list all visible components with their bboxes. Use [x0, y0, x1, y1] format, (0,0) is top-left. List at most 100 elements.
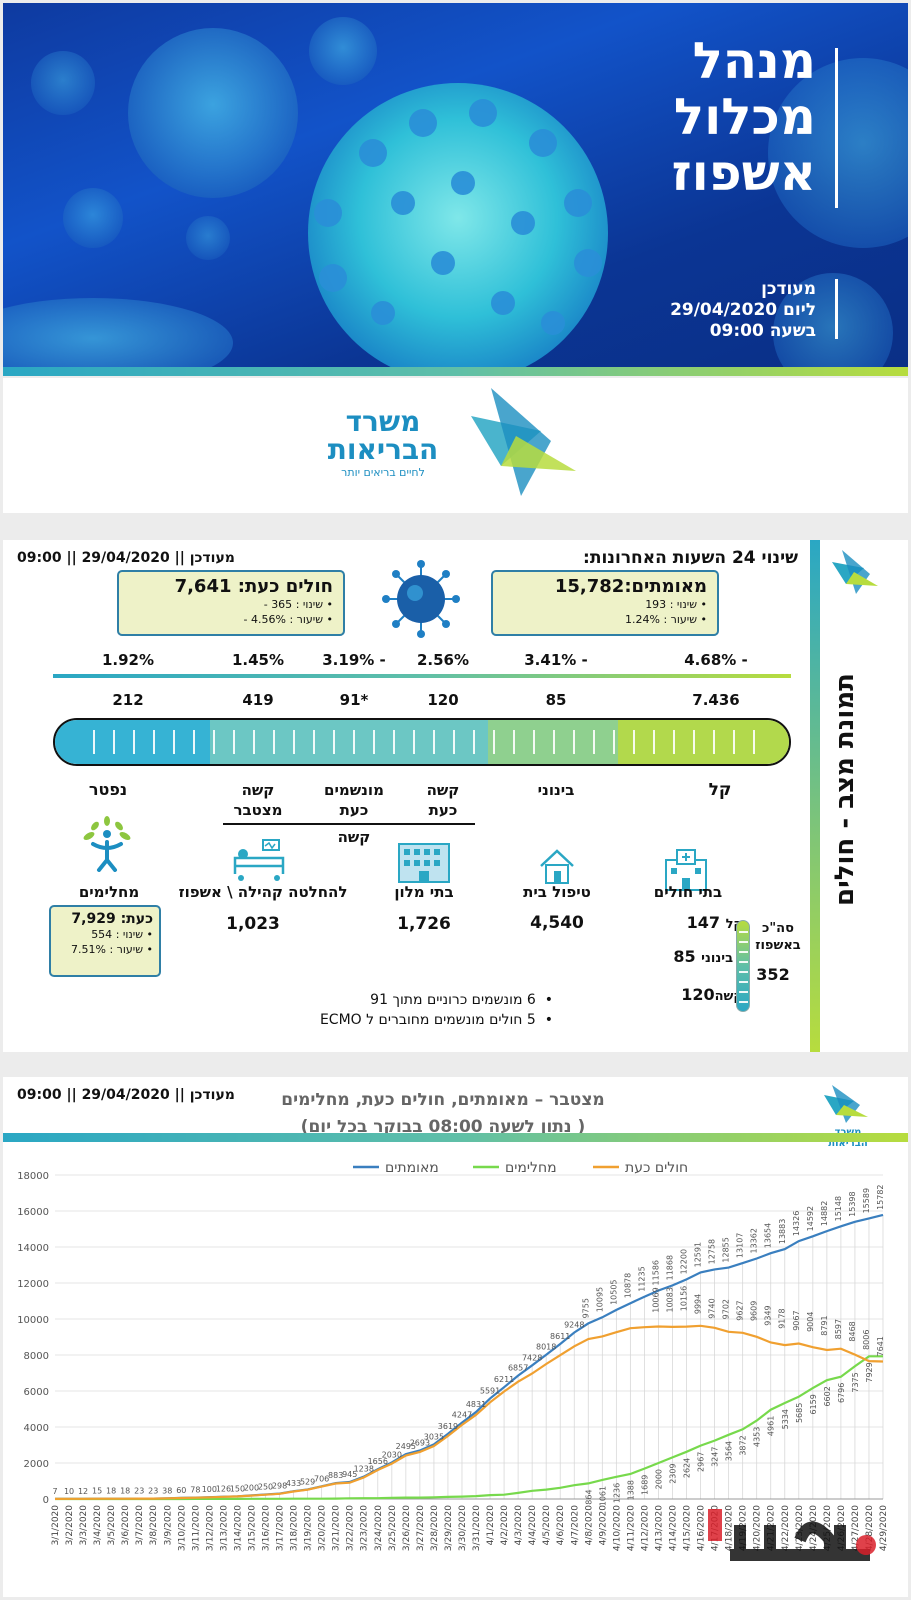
severity-severe-cum: קשה מצטבר: [233, 781, 283, 819]
label-recovered: 3564: [725, 1441, 734, 1461]
x-tick-label: 4/18/2020: [725, 1505, 735, 1551]
label-active: 9702: [722, 1299, 731, 1319]
label-confirmed: 15: [92, 1487, 102, 1496]
label-confirmed: 13654: [764, 1223, 773, 1248]
ministry-logo-panel: משרד הבריאות לחיים בריאים יותר: [3, 378, 908, 513]
label-confirmed: 250: [258, 1483, 273, 1492]
side-accent-line: [810, 540, 820, 1052]
label-confirmed: 2693: [410, 1439, 430, 1448]
count-severe-cum: 419: [242, 691, 274, 709]
x-tick-label: 3/25/2020: [388, 1505, 398, 1551]
line-chart: 0 2000 4000 6000 8000 10000 12000 14000 16000 180…: [17, 1160, 889, 1551]
x-tick-label: 3/4/2020: [93, 1505, 103, 1546]
x-tick-label: 4/7/2020: [570, 1505, 580, 1546]
hotels-value: 1,726: [397, 914, 451, 934]
label-confirmed: 18: [106, 1487, 116, 1496]
label-recovered: 6159: [809, 1394, 818, 1414]
x-tick-label: 4/14/2020: [668, 1505, 678, 1551]
label-confirmed: 60: [176, 1486, 186, 1495]
chart-updated: מעודכן || 29/04/2020 || 09:00: [17, 1087, 235, 1103]
recovered-person-icon: [83, 816, 131, 872]
x-tick-label: 3/27/2020: [416, 1505, 426, 1551]
home-care-value: 4,540: [530, 913, 584, 933]
label-confirmed: 10878: [623, 1273, 632, 1298]
label-active: 9349: [764, 1305, 773, 1325]
virus-background: [3, 17, 908, 367]
label-confirmed: 9755: [581, 1298, 590, 1318]
label-recovered: 1689: [640, 1475, 649, 1495]
x-tick-label: 4/12/2020: [640, 1505, 650, 1551]
severity-mild: קל: [708, 780, 732, 800]
label-confirmed: 4831: [466, 1400, 486, 1409]
label-recovered: 7375: [851, 1372, 860, 1392]
y-tick-label: 10000: [17, 1315, 49, 1326]
header-title: מנהל מכלול אשפוז: [672, 33, 816, 201]
x-tick-label: 4/1/2020: [486, 1505, 496, 1546]
label-confirmed: 10095: [595, 1287, 604, 1312]
hotel-icon: [398, 843, 450, 883]
label-confirmed: 14882: [820, 1201, 829, 1226]
y-tick-label: 2000: [24, 1459, 49, 1470]
pct-mild: 4.68% -: [684, 651, 748, 669]
pct-severe-cum: 1.45%: [231, 651, 285, 669]
label-confirmed: 11868: [665, 1255, 674, 1280]
count-ventilated: 91*: [339, 691, 369, 709]
hospital-bed-icon: [233, 839, 285, 881]
x-tick-label: 3/28/2020: [430, 1505, 440, 1551]
note-2: • 5 חולים מונשמים מחוברים ל ECMO: [319, 1012, 553, 1028]
label-recovered: 3872: [739, 1435, 748, 1455]
label-active: 10069: [651, 1287, 660, 1312]
x-tick-label: 4/16/2020: [697, 1505, 707, 1551]
count-severe-now: 120: [427, 691, 459, 709]
label-active: 9609: [750, 1301, 759, 1321]
label-confirmed: 11586: [651, 1260, 660, 1285]
severe-group-line: [223, 823, 475, 825]
label-confirmed: 2495: [396, 1442, 416, 1451]
label-recovered: 5685: [795, 1403, 804, 1423]
severity-ventilated: מונשמים כעת: [324, 781, 384, 819]
ministry-chart-logo-icon: [824, 1085, 868, 1123]
x-tick-label: 3/24/2020: [374, 1505, 384, 1551]
y-tick-label: 8000: [24, 1351, 49, 1362]
label-confirmed: 13362: [750, 1228, 759, 1253]
x-tick-label: 3/23/2020: [360, 1505, 370, 1551]
note-1: • 6 מונשמים כרוניים מתוך 91: [370, 992, 553, 1008]
label-recovered: 2624: [683, 1458, 692, 1478]
chart-stripe: [3, 1133, 908, 1142]
x-tick-label: 4/3/2020: [514, 1505, 524, 1546]
x-tick-label: 3/31/2020: [472, 1505, 482, 1551]
label-recovered: 2309: [668, 1463, 677, 1483]
y-tick-label: 6000: [24, 1387, 49, 1398]
series-confirmed: [54, 1213, 884, 1500]
x-tick-label: 3/12/2020: [205, 1505, 215, 1551]
label-confirmed: 7: [52, 1487, 57, 1496]
virus-icon: [382, 560, 460, 638]
label-confirmed: 10505: [609, 1279, 618, 1304]
x-tick-label: 3/30/2020: [458, 1505, 468, 1551]
x-tick-label: 4/20/2020: [753, 1505, 763, 1551]
pct-ventilated: 3.19% -: [322, 651, 386, 669]
severity-severe-now: קשה כעת: [426, 781, 460, 819]
label-confirmed: 4247: [452, 1411, 472, 1420]
hospitals-label: בתי חולים: [653, 883, 723, 901]
change-title: שינוי 24 השעות האחרונות:: [583, 548, 798, 568]
label-confirmed: 12591: [694, 1242, 703, 1267]
y-tick-label: 4000: [24, 1423, 49, 1434]
x-tick-label: 3/29/2020: [444, 1505, 454, 1551]
label-active: 10156: [680, 1286, 689, 1311]
x-tick-label: 3/13/2020: [219, 1505, 229, 1551]
header-divider-2: [835, 279, 838, 339]
label-confirmed: 126: [216, 1485, 231, 1494]
hosp-total: 352: [756, 965, 790, 984]
x-tick-label: 3/26/2020: [402, 1505, 412, 1551]
x-tick-label: 4/5/2020: [542, 1505, 552, 1546]
severity-moderate: בינוני: [537, 781, 575, 799]
header-banner: מנהל מכלול אשפוז מעודכן ליום 29/04/2020 …: [3, 3, 908, 367]
header-update-info: מעודכן ליום 29/04/2020 בשעה 09:00: [670, 279, 816, 342]
label-confirmed: 8611: [550, 1332, 570, 1341]
ministry-name: משרד הבריאות: [327, 405, 439, 466]
label-recovered: 1236: [612, 1483, 621, 1503]
series-recovered: [55, 1355, 883, 1501]
recovered-value: 7,929: [71, 911, 116, 927]
